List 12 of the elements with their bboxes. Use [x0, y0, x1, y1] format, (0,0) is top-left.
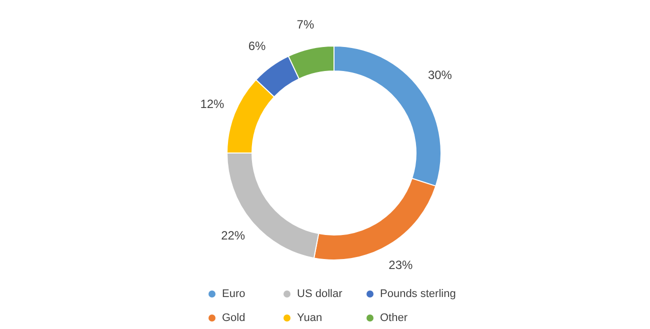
legend-label: US dollar [297, 288, 343, 300]
legend-label: Gold [222, 312, 246, 324]
data-label: 6% [248, 39, 266, 54]
data-label: 22% [221, 228, 246, 243]
data-label: 23% [388, 258, 414, 272]
legend-label: Pounds sterling [380, 288, 456, 300]
legend-label: Euro [222, 288, 246, 300]
data-label: 12% [200, 96, 225, 111]
legend-label: Yuan [297, 312, 322, 324]
data-label: 7% [296, 17, 314, 32]
data-label: 30% [428, 68, 452, 82]
legend-label: Other [380, 312, 408, 324]
